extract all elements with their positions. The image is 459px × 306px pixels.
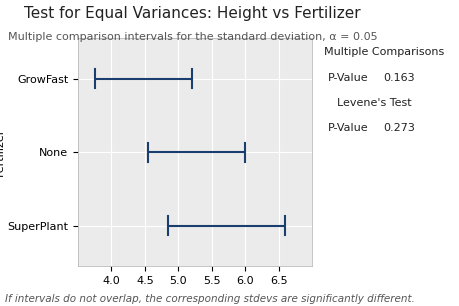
Text: If intervals do not overlap, the corresponding stdevs are significantly differen: If intervals do not overlap, the corresp… [5, 294, 414, 304]
Text: Multiple Comparisons: Multiple Comparisons [324, 47, 444, 58]
Text: P-Value: P-Value [328, 73, 369, 83]
Y-axis label: Fertilizer: Fertilizer [0, 128, 5, 177]
Text: Test for Equal Variances: Height vs Fertilizer: Test for Equal Variances: Height vs Fert… [24, 6, 361, 21]
Text: 0.273: 0.273 [383, 123, 415, 133]
Text: 0.163: 0.163 [383, 73, 415, 83]
Text: Levene's Test: Levene's Test [337, 98, 412, 108]
Text: P-Value: P-Value [328, 123, 369, 133]
Text: Multiple comparison intervals for the standard deviation, α = 0.05: Multiple comparison intervals for the st… [8, 32, 378, 42]
